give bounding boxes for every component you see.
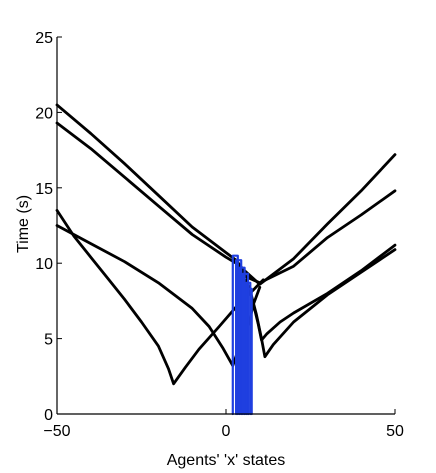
y-tick-label: 20 xyxy=(35,105,53,122)
x-tick-label: 0 xyxy=(222,423,231,440)
y-axis-label: Time (s) xyxy=(15,195,32,253)
y-tick-label: 5 xyxy=(44,332,53,349)
series-line-11 xyxy=(245,281,252,416)
y-tick-label: 10 xyxy=(35,256,53,273)
y-tick-label: 15 xyxy=(35,181,53,198)
series-line-7 xyxy=(231,254,239,416)
x-tick-label: −50 xyxy=(43,423,70,440)
plot-area xyxy=(55,103,397,416)
x-axis-label: Agents' 'x' states xyxy=(167,452,286,469)
series-line-5 xyxy=(244,243,397,342)
series-line-8 xyxy=(235,259,243,416)
y-tick-label: 0 xyxy=(44,407,53,424)
x-tick-label: 50 xyxy=(386,423,404,440)
series-line-3 xyxy=(55,209,265,386)
y-tick-label: 25 xyxy=(35,30,53,47)
series-line-6 xyxy=(248,248,397,359)
series-line-12 xyxy=(247,287,253,416)
series-line-9 xyxy=(238,266,246,416)
